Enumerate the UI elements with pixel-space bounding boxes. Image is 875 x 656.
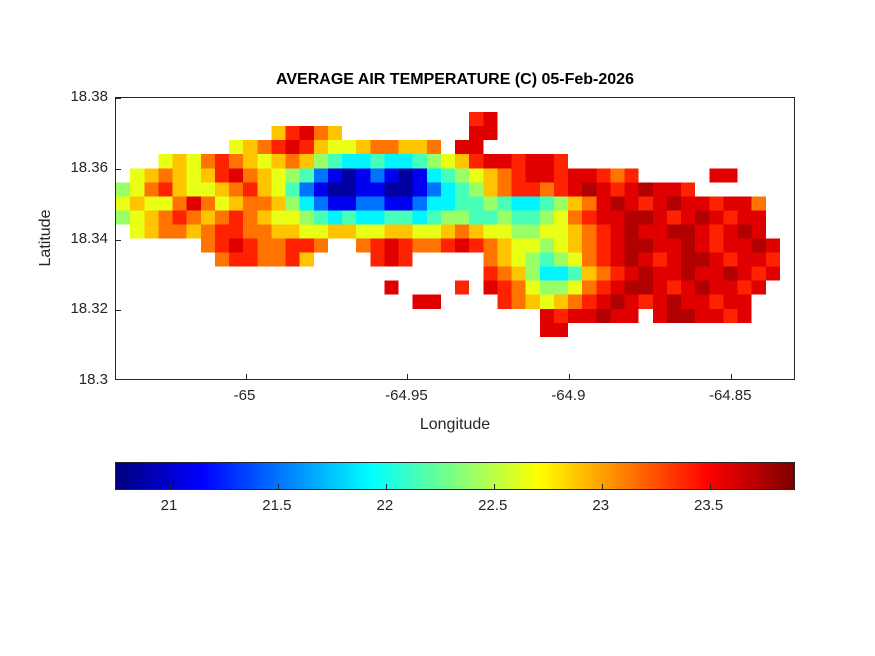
y-tick-mark xyxy=(116,98,121,99)
y-tick-mark xyxy=(116,169,121,170)
colorbar-tick-mark xyxy=(170,484,171,489)
temperature-heatmap xyxy=(116,98,794,379)
colorbar-tick-label: 21.5 xyxy=(262,497,292,514)
x-tick-label: -64.95 xyxy=(385,387,428,404)
colorbar xyxy=(115,462,795,490)
x-tick-mark xyxy=(569,374,570,379)
x-tick-label: -65 xyxy=(233,387,256,404)
colorbar-tick-mark xyxy=(494,484,495,489)
y-tick-mark xyxy=(116,310,121,311)
x-tick-label: -64.85 xyxy=(708,387,752,404)
y-tick-label: 18.3 xyxy=(78,371,108,388)
y-tick-label: 18.36 xyxy=(70,158,108,176)
chart-title: AVERAGE AIR TEMPERATURE (C) 05-Feb-2026 xyxy=(276,71,634,88)
x-tick-mark xyxy=(246,374,247,379)
colorbar-tick-mark xyxy=(386,484,387,489)
colorbar-tick-label: 23 xyxy=(592,497,610,514)
y-tick-mark xyxy=(116,240,121,241)
y-tick-label: 18.38 xyxy=(70,88,108,105)
x-tick-mark xyxy=(731,374,732,379)
plot-area xyxy=(115,97,795,380)
colorbar-tick-label: 23.5 xyxy=(694,497,724,514)
colorbar-tick-label: 22.5 xyxy=(478,497,508,514)
x-tick-mark xyxy=(407,374,408,379)
colorbar-tick-label: 21 xyxy=(160,497,178,514)
colorbar-tick-mark xyxy=(710,484,711,489)
y-tick-mark xyxy=(116,379,121,380)
y-tick-label: 18.34 xyxy=(70,229,108,247)
x-tick-label: -64.9 xyxy=(551,387,586,404)
colorbar-tick-mark xyxy=(602,484,603,489)
y-tick-label: 18.32 xyxy=(70,300,108,318)
colorbar-tick-mark xyxy=(278,484,279,489)
colorbar-tick-label: 22 xyxy=(376,497,394,514)
colorbar-gradient xyxy=(116,463,794,489)
x-axis-label: Longitude xyxy=(419,416,491,433)
